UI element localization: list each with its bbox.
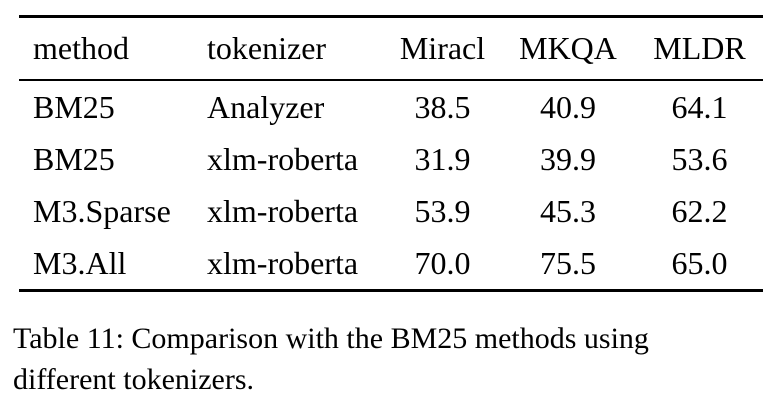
- table-header-row: method tokenizer Miracl MKQA MLDR: [19, 16, 763, 81]
- cell-tokenizer: xlm-roberta: [207, 192, 359, 229]
- cell-mkqa: 75.5: [540, 244, 596, 281]
- cell-miracl: 70.0: [414, 244, 471, 281]
- cell-method: BM25: [33, 88, 115, 125]
- cell-method: M3.Sparse: [33, 192, 171, 229]
- table-row: BM25 Analyzer 38.5 40.9 64.1: [19, 80, 763, 133]
- cell-mldr: 62.2: [671, 192, 728, 229]
- results-table: method tokenizer Miracl MKQA MLDR BM25 A…: [19, 15, 763, 292]
- col-header-tokenizer: tokenizer: [193, 16, 385, 81]
- col-header-mkqa: MKQA: [500, 16, 636, 81]
- col-header-mldr: MLDR: [636, 16, 763, 81]
- col-header-miracl: Miracl: [385, 16, 500, 81]
- table-row: M3.Sparse xlm-roberta 53.9 45.3 62.2: [19, 185, 763, 237]
- cell-mldr: 64.1: [671, 88, 728, 125]
- col-header-method: method: [19, 16, 193, 81]
- cell-mkqa: 39.9: [540, 140, 596, 177]
- table-row: M3.All xlm-roberta 70.0 75.5 65.0: [19, 237, 763, 291]
- cell-tokenizer: xlm-roberta: [207, 140, 359, 177]
- cell-mkqa: 40.9: [540, 88, 596, 125]
- cell-tokenizer: xlm-roberta: [207, 244, 359, 281]
- cell-miracl: 38.5: [414, 88, 471, 125]
- cell-method: BM25: [33, 140, 115, 177]
- cell-mkqa: 45.3: [540, 192, 596, 229]
- cell-miracl: 31.9: [414, 140, 471, 177]
- cell-mldr: 53.6: [671, 140, 728, 177]
- table-row: BM25 xlm-roberta 31.9 39.9 53.6: [19, 133, 763, 185]
- cell-tokenizer: Analyzer: [207, 88, 325, 125]
- cell-method: M3.All: [33, 244, 127, 281]
- cell-miracl: 53.9: [414, 192, 471, 229]
- cell-mldr: 65.0: [671, 244, 728, 281]
- table-caption: Table 11: Comparison with the BM25 metho…: [13, 322, 649, 396]
